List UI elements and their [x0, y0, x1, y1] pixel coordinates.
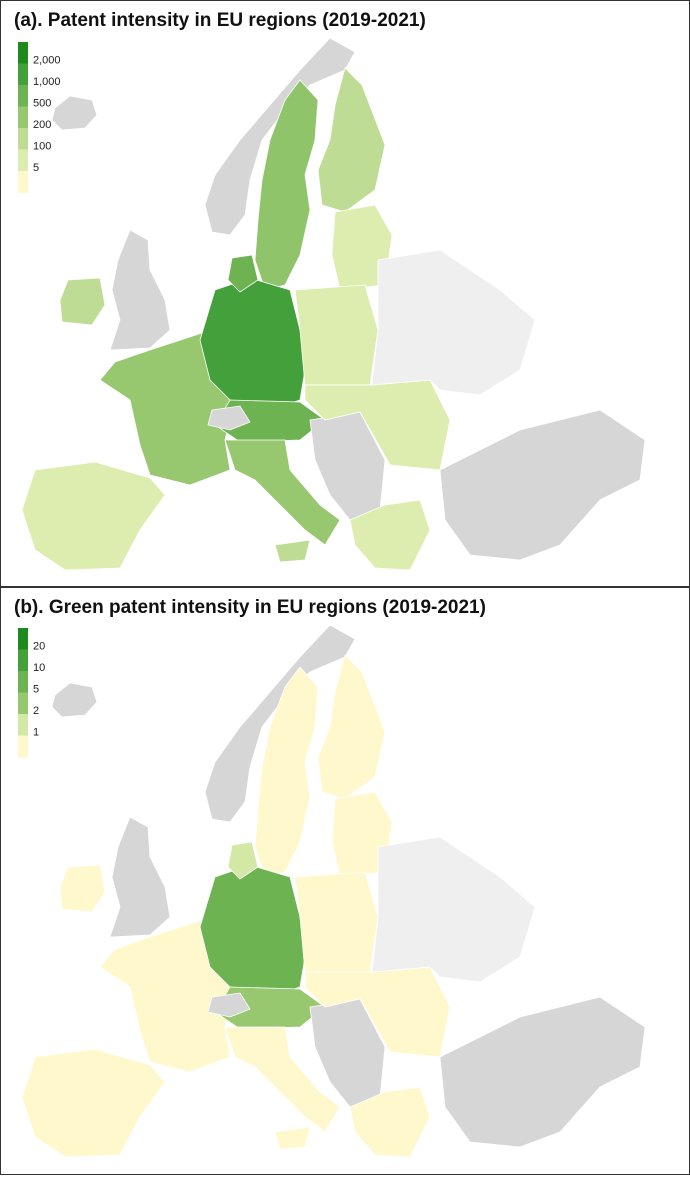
panel-title: (a). Patent intensity in EU regions (201… — [14, 10, 426, 31]
legend-swatch — [18, 735, 28, 758]
region — [294, 871, 379, 973]
region — [274, 539, 311, 563]
legend-label: 5 — [33, 683, 39, 695]
legend-label: 1,000 — [33, 76, 61, 88]
map — [21, 37, 646, 571]
region — [439, 996, 646, 1148]
legend-swatch — [18, 106, 28, 129]
legend-swatch — [18, 714, 28, 736]
region — [21, 461, 166, 571]
region — [274, 1126, 311, 1150]
legend-label: 100 — [33, 140, 51, 152]
legend-swatch — [18, 149, 28, 172]
panel-b: (b). Green patent intensity in EU region… — [0, 587, 690, 1175]
legend-swatch — [18, 128, 28, 150]
legend-swatch — [18, 628, 28, 650]
map — [21, 624, 646, 1158]
legend-label: 2,000 — [33, 54, 61, 66]
legend-swatch — [18, 671, 28, 693]
region — [21, 1048, 166, 1158]
region — [371, 249, 536, 396]
region — [59, 864, 106, 913]
legend-label: 1 — [33, 726, 39, 738]
region — [51, 682, 98, 718]
legend-label: 20 — [33, 640, 45, 652]
legend-swatch — [18, 42, 28, 64]
region — [439, 409, 646, 561]
region — [371, 836, 536, 983]
region — [294, 284, 379, 386]
legend: 2,000 1,000 500 200 100 5 — [18, 42, 61, 193]
legend-swatch — [18, 692, 28, 715]
region — [109, 229, 171, 351]
legend-label: 200 — [33, 119, 51, 131]
legend-label: 5 — [33, 162, 39, 174]
region — [317, 654, 386, 800]
panel-a: (a). Patent intensity in EU regions (201… — [0, 0, 690, 587]
region — [51, 95, 98, 131]
region — [59, 277, 106, 326]
legend-label: 2 — [33, 705, 39, 717]
legend-swatch — [18, 649, 28, 672]
panel-title: (b). Green patent intensity in EU region… — [14, 597, 486, 618]
legend: 20 10 5 2 1 — [18, 628, 45, 758]
region — [317, 67, 386, 213]
legend-swatch — [18, 171, 28, 193]
legend-swatch — [18, 85, 28, 107]
legend-label: 500 — [33, 97, 51, 109]
legend-swatch — [18, 63, 28, 86]
legend-label: 10 — [33, 662, 45, 674]
region — [109, 816, 171, 938]
